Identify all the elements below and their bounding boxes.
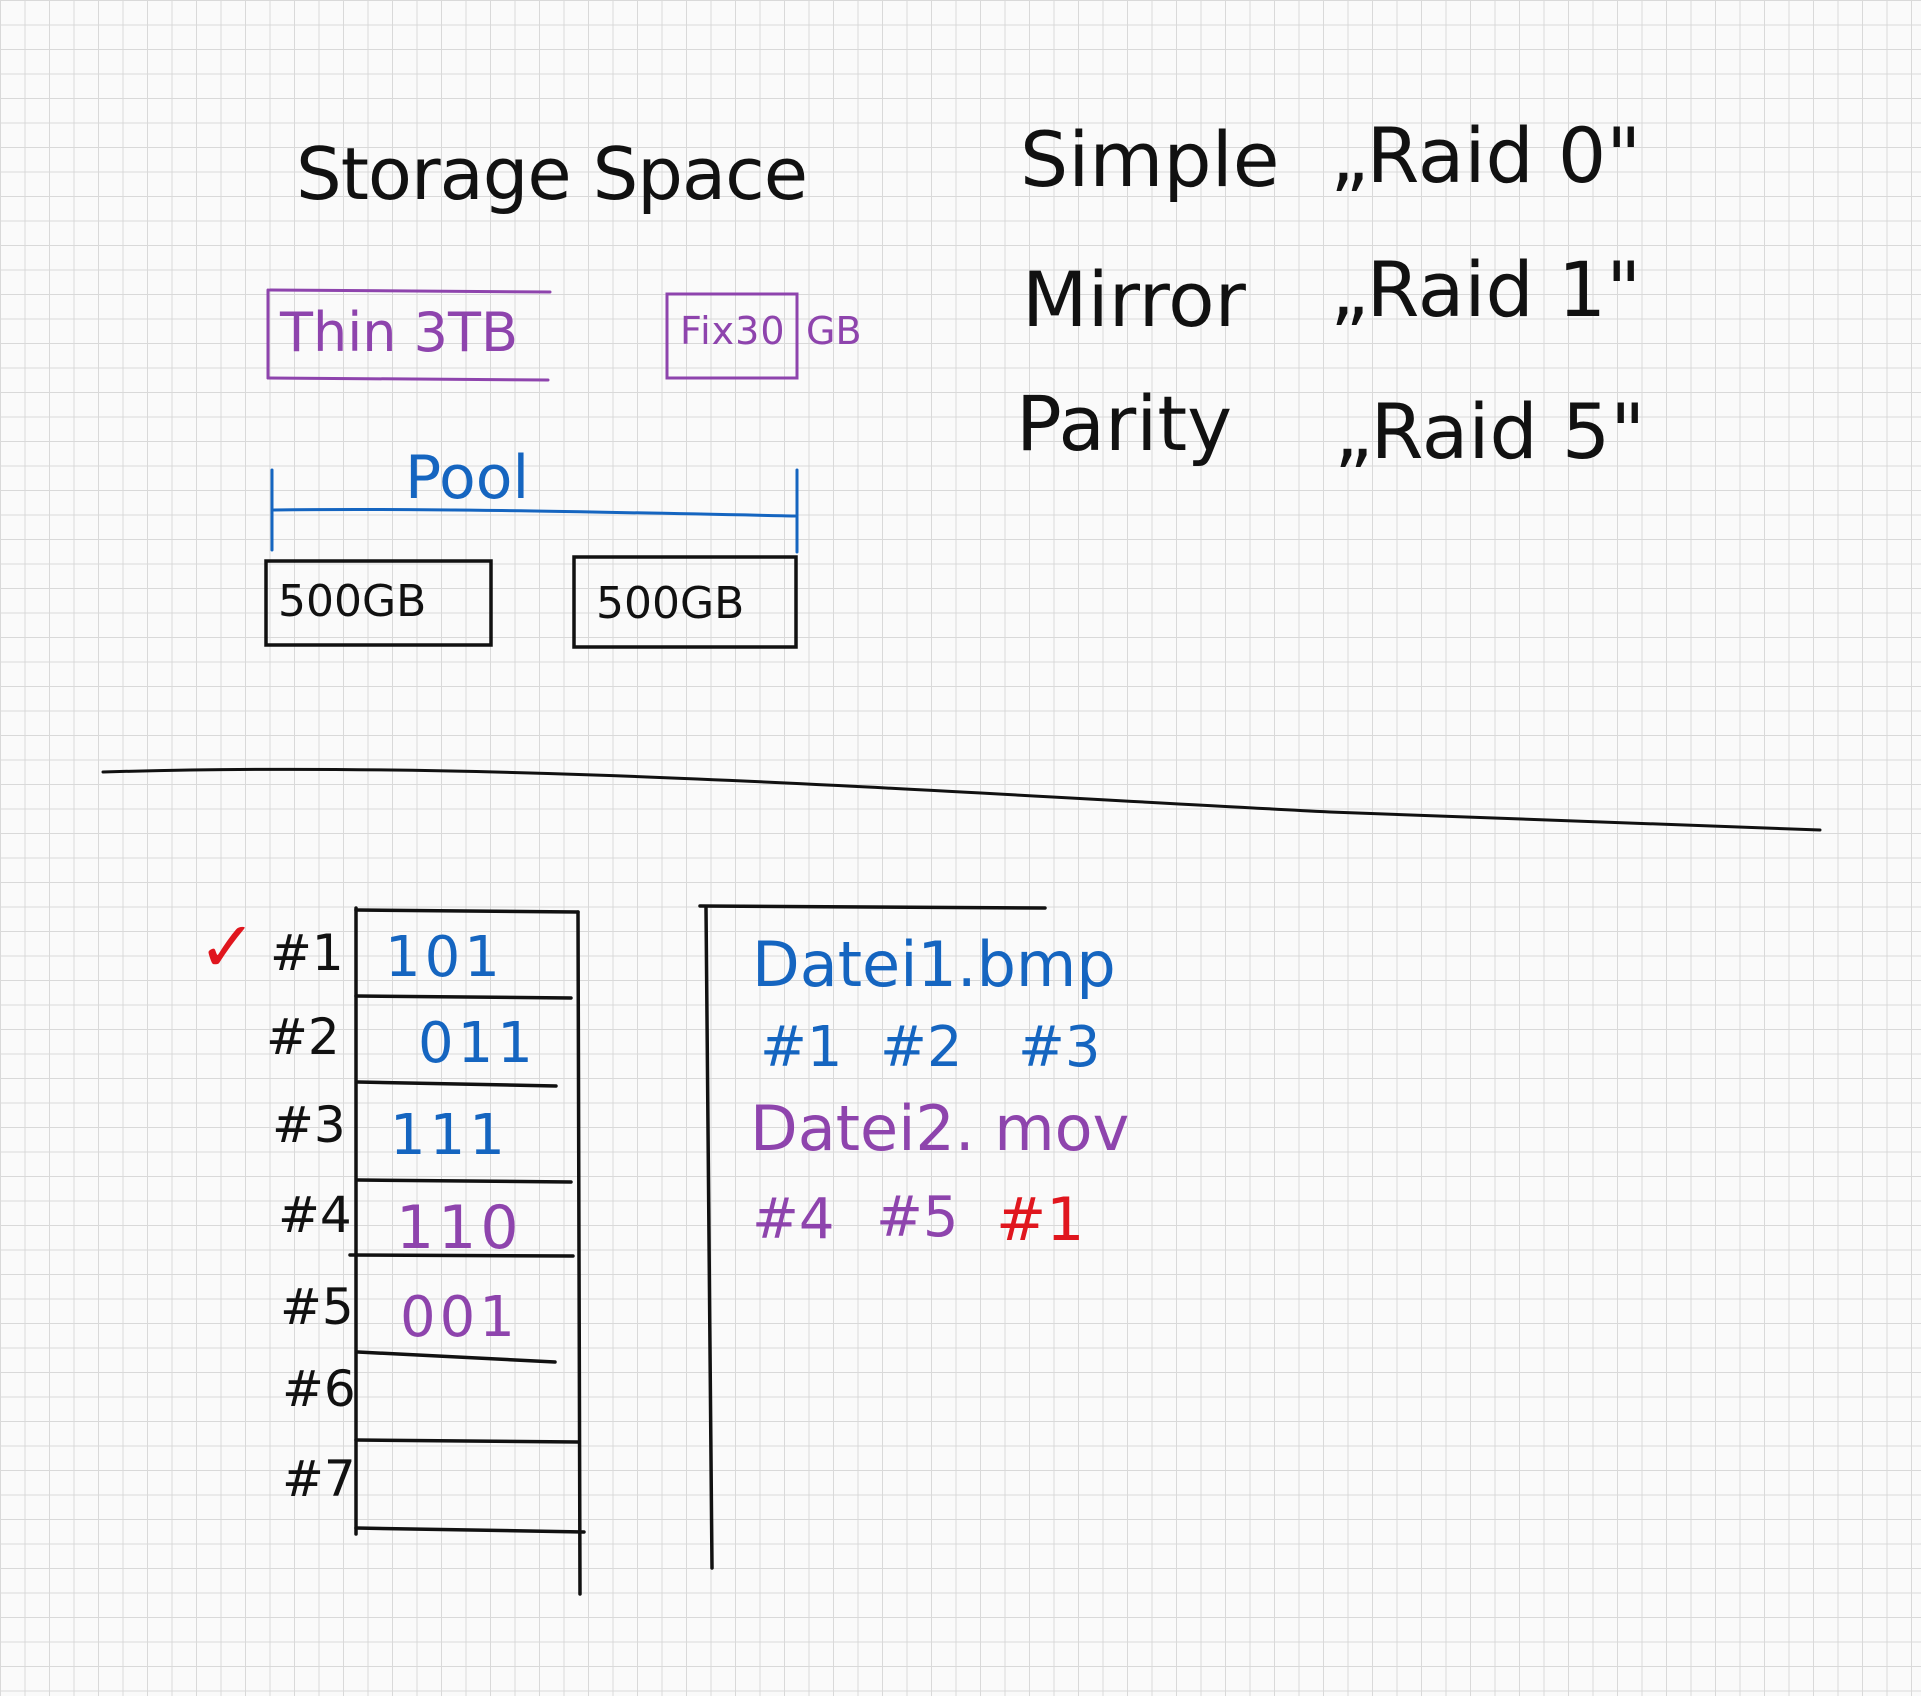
block-row-value: 001: [400, 1285, 519, 1350]
disk-box-2: [572, 555, 798, 649]
block-row-label: #2: [266, 1008, 340, 1066]
block-table-outline: [348, 906, 586, 1596]
block-row-label: #6: [282, 1360, 356, 1418]
thin-box-label: Thin 3TB: [280, 301, 518, 364]
storage-space-title: Storage Space: [296, 132, 808, 216]
block-row-value: 111: [390, 1103, 509, 1168]
pool-bracket: [270, 468, 799, 554]
raid-5-label: „Raid 5": [1334, 387, 1646, 476]
check-mark-icon: ✓: [198, 906, 257, 988]
file-block-ref: #1: [760, 1015, 843, 1080]
file-panel-outline: [698, 904, 1047, 1570]
section-divider: [101, 767, 1822, 832]
fix-box-label: Fix30: [680, 309, 786, 353]
file-name: Datei2. mov: [750, 1092, 1130, 1165]
block-row-value: 101: [385, 925, 504, 990]
file-name: Datei1.bmp: [752, 928, 1116, 1001]
disk-box-1: [264, 559, 493, 647]
block-row-label: #7: [282, 1450, 356, 1508]
fix-box-outline: [665, 292, 799, 380]
resiliency-simple: Simple: [1020, 115, 1280, 204]
file-block-ref: #4: [752, 1187, 835, 1252]
block-row-value: 110: [396, 1193, 523, 1263]
pool-label: Pool: [405, 443, 530, 513]
block-row-label: #3: [272, 1096, 346, 1154]
block-row-label: #4: [278, 1186, 352, 1244]
block-row-value: 011: [418, 1011, 537, 1076]
file-block-ref: #3: [1018, 1015, 1101, 1080]
resiliency-mirror: Mirror: [1022, 255, 1246, 344]
fix-box-unit: GB: [806, 309, 862, 353]
disk-label-2: 500GB: [596, 578, 745, 629]
block-row-label: #5: [280, 1278, 354, 1336]
thin-box-outline: [266, 288, 552, 382]
resiliency-parity: Parity: [1016, 379, 1233, 468]
file-block-ref: #5: [876, 1185, 959, 1250]
raid-1-label: „Raid 1": [1330, 245, 1642, 334]
block-row-label: #1: [270, 924, 344, 982]
raid-0-label: „Raid 0": [1330, 111, 1642, 200]
file-block-ref: #2: [880, 1015, 963, 1080]
file-block-ref-highlight: #1: [996, 1185, 1085, 1255]
disk-label-1: 500GB: [278, 576, 427, 627]
